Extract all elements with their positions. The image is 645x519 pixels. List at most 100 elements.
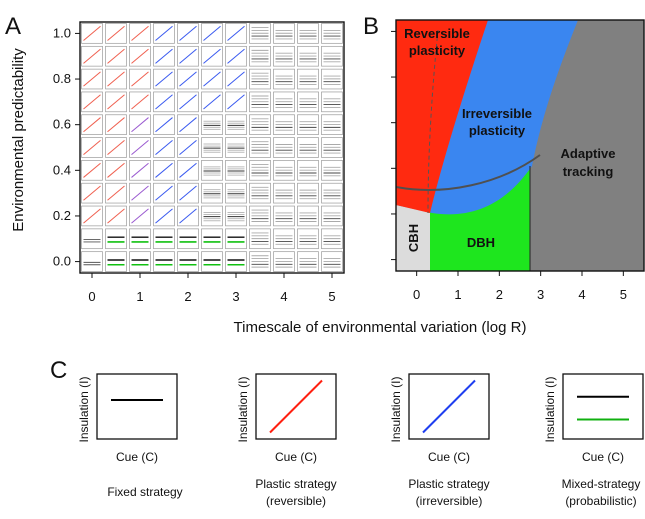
- heatmap-cell: [129, 45, 151, 67]
- heatmap-cell: [201, 160, 223, 181]
- heatmap-cell: [249, 205, 271, 227]
- region-map-b: [396, 20, 644, 271]
- strategy-example: Insulation (I) Cue (C) Plastic strategy (re…: [236, 373, 337, 508]
- heatmap-cell: [249, 45, 271, 67]
- heatmap-cells-a: [81, 23, 343, 272]
- heatmap-cell: [105, 23, 127, 44]
- heatmap-cell: [273, 137, 295, 158]
- heatmap-cell: [249, 114, 271, 135]
- heatmap-cell: [249, 228, 271, 250]
- y-tick-label-a: 0.2: [53, 208, 71, 223]
- heatmap-cell: [225, 228, 247, 250]
- x-tick-label-a: 0: [88, 289, 95, 304]
- heatmap-cell: [177, 45, 199, 67]
- example-caption: Plastic strategy: [408, 477, 489, 491]
- heatmap-cell: [153, 205, 175, 227]
- label-reversible-line1: Reversible: [404, 26, 470, 41]
- example-caption: (probabilistic): [565, 494, 636, 508]
- heatmap-cell: [225, 251, 247, 272]
- example-caption: (reversible): [266, 494, 326, 508]
- example-xlabel: Cue (C): [582, 450, 624, 464]
- heatmap-cell: [201, 137, 223, 158]
- heatmap-cell: [273, 205, 295, 227]
- plot-frame-b: [395, 19, 645, 272]
- heatmap-cell: [297, 160, 319, 181]
- y-tick-labels-a: 0.0 0.2 0.4 0.6 0.8 1.0: [53, 25, 80, 269]
- example-frame: [562, 373, 644, 440]
- heatmap-cell: [177, 137, 199, 158]
- heatmap-cell: [321, 228, 343, 250]
- x-tick-label-b: 3: [537, 287, 544, 302]
- heatmap-cell: [249, 91, 271, 113]
- x-tick-label-a: 4: [280, 289, 287, 304]
- heatmap-cell: [273, 182, 295, 204]
- heatmap-cell: [297, 228, 319, 250]
- label-dbh: DBH: [467, 235, 495, 250]
- heatmap-cell: [201, 68, 223, 90]
- example-line: [269, 379, 323, 434]
- heatmap-cell: [273, 91, 295, 113]
- heatmap-cell: [225, 23, 247, 44]
- heatmap-cell: [129, 182, 151, 204]
- heatmap-cell: [129, 137, 151, 158]
- heatmap-cell: [81, 182, 103, 204]
- region-labels-b: Reversible plasticity Irreversible plast…: [404, 26, 615, 252]
- x-tick-label-b: 2: [496, 287, 503, 302]
- heatmap-cell: [297, 91, 319, 113]
- label-irreversible-line2: plasticity: [469, 123, 526, 138]
- heatmap-cell: [129, 251, 151, 272]
- heatmap-cell: [321, 160, 343, 181]
- heatmap-cell: [321, 251, 343, 272]
- heatmap-cell: [225, 45, 247, 67]
- example-line: [422, 379, 476, 434]
- example-ylabel: Insulation (I): [236, 376, 250, 442]
- x-tick-label-a: 5: [328, 289, 335, 304]
- heatmap-cell: [201, 251, 223, 272]
- heatmap-cell: [297, 137, 319, 158]
- heatmap-cell: [249, 23, 271, 44]
- heatmap-cell: [225, 91, 247, 113]
- heatmap-cell: [225, 160, 247, 181]
- heatmap-cell: [321, 45, 343, 67]
- heatmap-cell: [249, 160, 271, 181]
- heatmap-cell: [177, 228, 199, 250]
- x-tick-labels-b: 0 1 2 3 4 5: [413, 271, 627, 302]
- heatmap-cell: [225, 182, 247, 204]
- heatmap-cell: [129, 228, 151, 250]
- y-tick-label-a: 1.0: [53, 25, 71, 40]
- label-cbh: CBH: [406, 224, 421, 252]
- heatmap-cell: [153, 68, 175, 90]
- heatmap-cell: [153, 114, 175, 135]
- heatmap-cell: [177, 23, 199, 44]
- label-irreversible-line1: Irreversible: [462, 106, 532, 121]
- heatmap-cell: [321, 114, 343, 135]
- y-tick-label-a: 0.0: [53, 254, 71, 269]
- heatmap-cell: [177, 205, 199, 227]
- heatmap-cell: [201, 228, 223, 250]
- panel-label-c: C: [50, 357, 67, 384]
- heatmap-cell: [105, 228, 127, 250]
- heatmap-cell: [153, 137, 175, 158]
- heatmap-cell: [81, 91, 103, 113]
- x-tick-labels-a: 0 1 2 3 4 5: [88, 273, 336, 304]
- heatmap-cell: [297, 68, 319, 90]
- heatmap-cell: [297, 205, 319, 227]
- example-caption: Plastic strategy: [255, 477, 336, 491]
- example-xlabel: Cue (C): [116, 450, 158, 464]
- heatmap-cell: [225, 68, 247, 90]
- heatmap-cell: [201, 91, 223, 113]
- heatmap-cell: [105, 45, 127, 67]
- heatmap-cell: [177, 182, 199, 204]
- heatmap-cell: [297, 182, 319, 204]
- heatmap-cell: [81, 160, 103, 181]
- example-xlabel: Cue (C): [275, 450, 317, 464]
- heatmap-cell: [201, 182, 223, 204]
- heatmap-cell: [273, 160, 295, 181]
- heatmap-cell: [129, 160, 151, 181]
- heatmap-cell: [153, 23, 175, 44]
- y-tick-label-a: 0.6: [53, 117, 71, 132]
- example-caption: Fixed strategy: [107, 485, 182, 499]
- heatmap-cell: [105, 205, 127, 227]
- x-tick-label-a: 1: [136, 289, 143, 304]
